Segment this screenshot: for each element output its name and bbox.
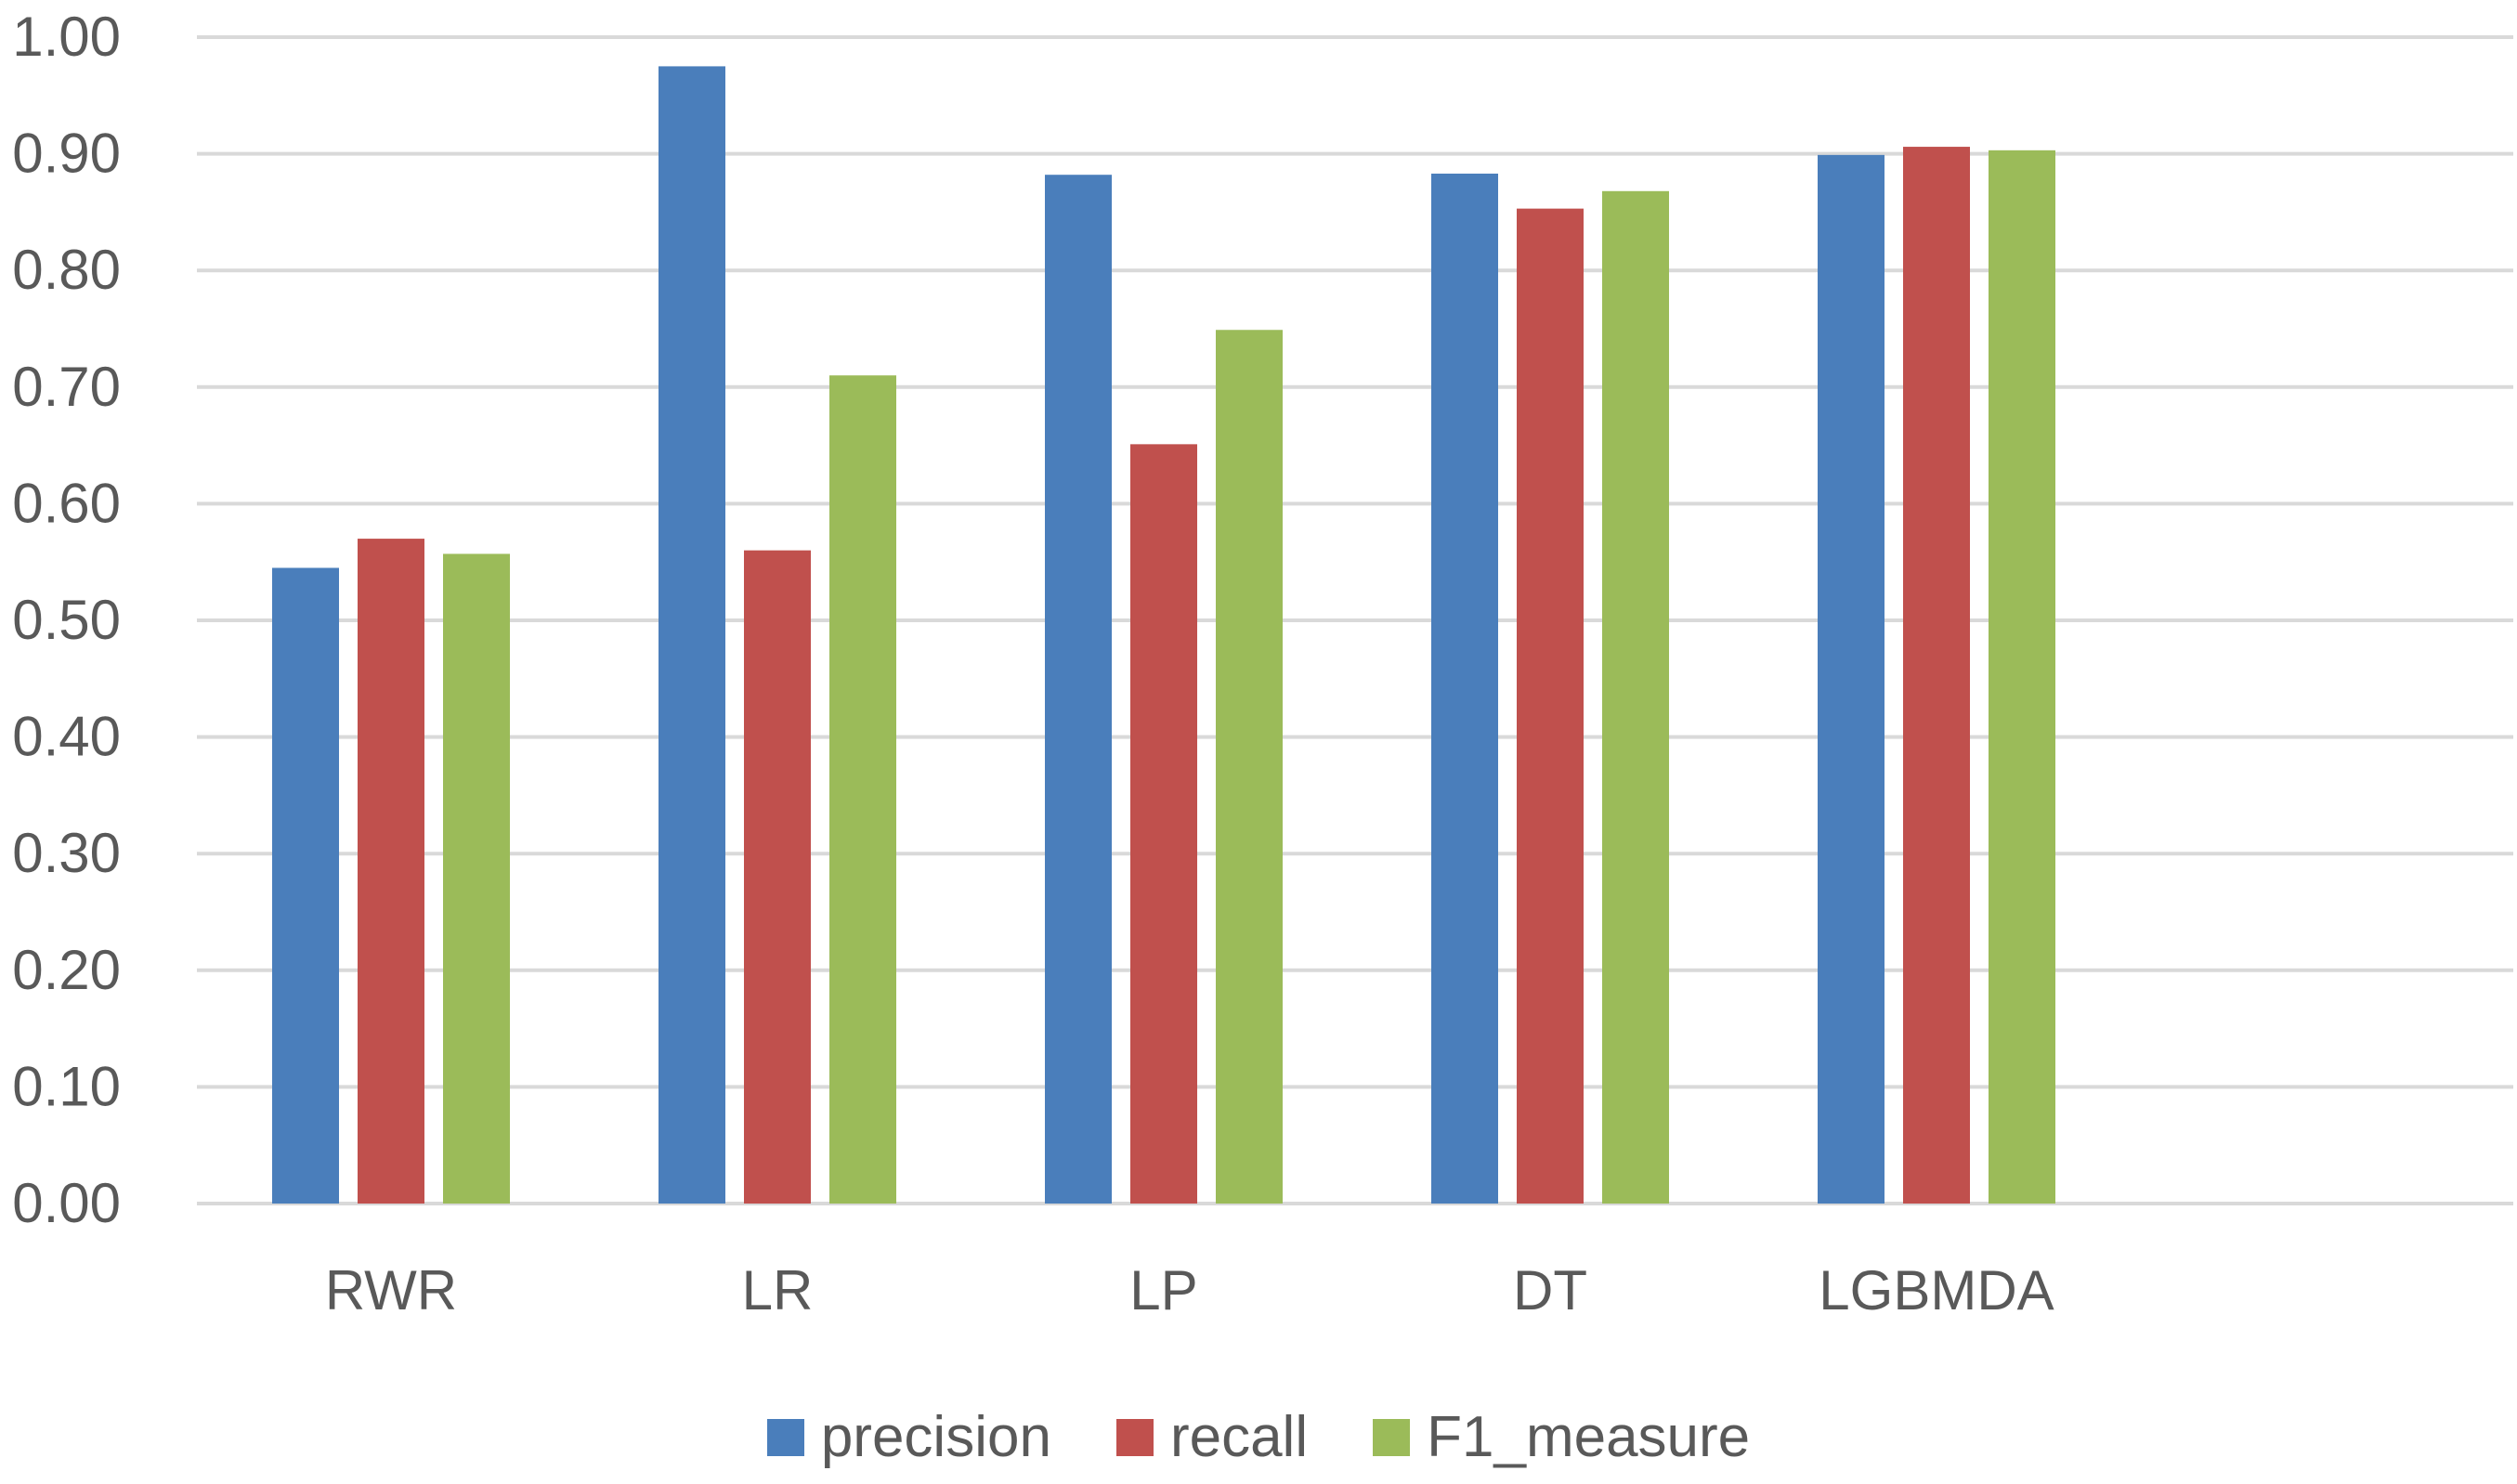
bar-f1-measure-dt[interactable] (1602, 190, 1669, 1204)
bar-precision-dt[interactable] (1431, 173, 1498, 1204)
bar-recall-lr[interactable] (744, 550, 811, 1204)
y-tick-label: 0.70 (12, 356, 121, 418)
gridlines (197, 35, 2513, 1205)
y-tick-label: 0.10 (12, 1055, 121, 1117)
bar-recall-lp[interactable] (1130, 444, 1197, 1204)
bar-recall-dt[interactable] (1517, 208, 1584, 1204)
y-tick-label: 0.40 (12, 706, 121, 768)
bar-precision-rwr[interactable] (272, 567, 339, 1204)
legend-swatch-recall (1115, 1419, 1154, 1456)
legend-label-f1-measure: F1_measure (1427, 1405, 1751, 1469)
bar-precision-lr[interactable] (659, 66, 725, 1204)
legend-label-recall: recall (1169, 1405, 1309, 1469)
y-tick-label: 0.20 (12, 939, 121, 1001)
bars (272, 66, 2055, 1204)
x-tick-label-rwr: RWR (325, 1259, 457, 1321)
legend-item-recall[interactable]: recall (1115, 1405, 1309, 1469)
bar-precision-lgbmda[interactable] (1818, 154, 1884, 1204)
y-tick-label: 0.00 (12, 1172, 121, 1234)
bar-recall-rwr[interactable] (358, 539, 424, 1204)
bar-f1-measure-lgbmda[interactable] (1989, 150, 2055, 1204)
y-tick-label: 0.50 (12, 589, 121, 651)
x-tick-label-lp: LP (1129, 1259, 1197, 1321)
bar-f1-measure-lr[interactable] (829, 375, 896, 1204)
legend-swatch-f1-measure (1373, 1419, 1411, 1456)
y-tick-label: 0.30 (12, 822, 121, 884)
y-tick-label: 0.80 (12, 239, 121, 301)
bar-recall-lgbmda[interactable] (1903, 147, 1970, 1204)
legend-label-precision: precision (820, 1405, 1051, 1469)
x-tick-label-lgbmda: LGBMDA (1819, 1259, 2054, 1321)
x-axis-category-labels: RWR LR LP DT LGBMDA (325, 1259, 2054, 1321)
x-tick-label-dt: DT (1513, 1259, 1587, 1321)
y-tick-label: 1.00 (12, 6, 121, 68)
legend-item-precision[interactable]: precision (766, 1405, 1051, 1469)
bar-precision-lp[interactable] (1045, 175, 1112, 1204)
bar-f1-measure-rwr[interactable] (443, 553, 510, 1204)
bar-f1-measure-lp[interactable] (1216, 330, 1283, 1204)
x-tick-label-lr: LR (742, 1259, 814, 1321)
legend-swatch-precision (766, 1419, 804, 1456)
y-tick-label: 0.60 (12, 472, 121, 534)
legend: precision recall F1_measure (0, 1400, 2517, 1475)
legend-item-f1-measure[interactable]: F1_measure (1373, 1409, 1750, 1466)
y-tick-label: 0.90 (12, 123, 121, 185)
y-axis-tick-labels: 0.00 0.10 0.20 0.30 0.40 0.50 0.60 0.70 0.80 0.90… (12, 6, 121, 1234)
